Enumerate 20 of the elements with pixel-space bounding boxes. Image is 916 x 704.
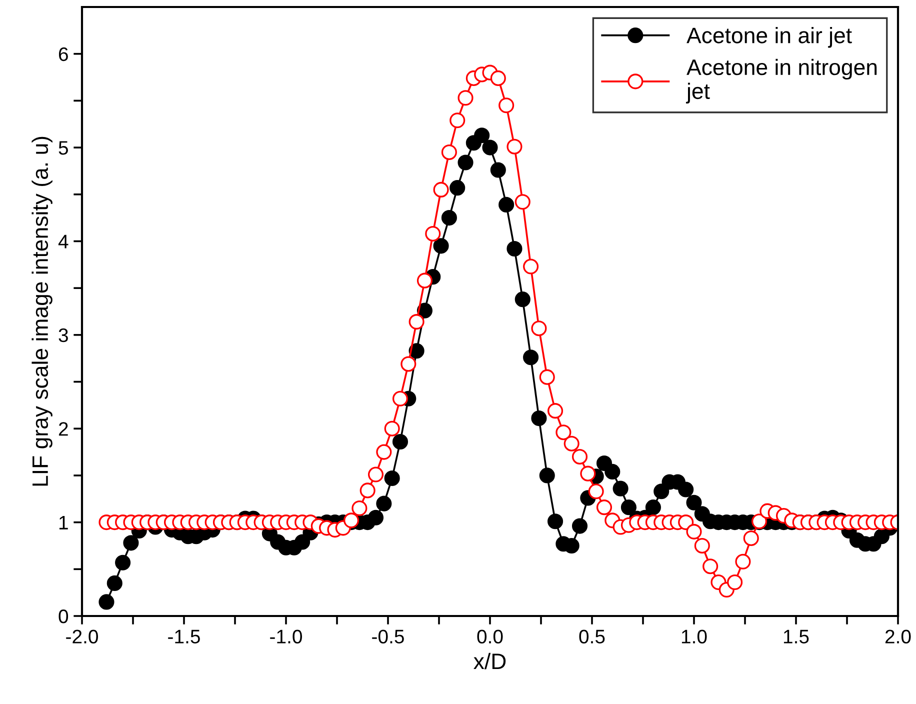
y-tick-label: 3 bbox=[58, 328, 68, 342]
x-tick-label: -2.0 bbox=[66, 630, 98, 644]
y-tick-label: 1 bbox=[59, 516, 68, 530]
x-tick-label: 0.0 bbox=[477, 630, 503, 644]
legend-label: Acetone in nitrogen jet bbox=[686, 58, 877, 104]
x-tick-label: 1.0 bbox=[682, 630, 707, 644]
x-tick-label: -1.5 bbox=[168, 630, 200, 644]
y-tick-label: 6 bbox=[58, 47, 68, 62]
legend-label: Acetone in air jet bbox=[686, 27, 852, 48]
x-tick-label: -1.0 bbox=[270, 630, 302, 644]
x-tick-label: 2.0 bbox=[885, 630, 911, 644]
y-tick-label: 2 bbox=[58, 422, 68, 436]
x-tick-label: -0.5 bbox=[372, 630, 404, 644]
x-tick-label: 1.5 bbox=[784, 630, 809, 644]
y-tick-label: 5 bbox=[58, 141, 68, 155]
y-tick-label: 4 bbox=[58, 234, 68, 248]
x-axis-title: x/D bbox=[474, 652, 506, 670]
y-axis-title: LIF gray scale image intensity (a. u) bbox=[32, 136, 52, 486]
x-tick-label: 0.5 bbox=[579, 630, 605, 644]
y-tick-label: 0 bbox=[58, 609, 68, 624]
